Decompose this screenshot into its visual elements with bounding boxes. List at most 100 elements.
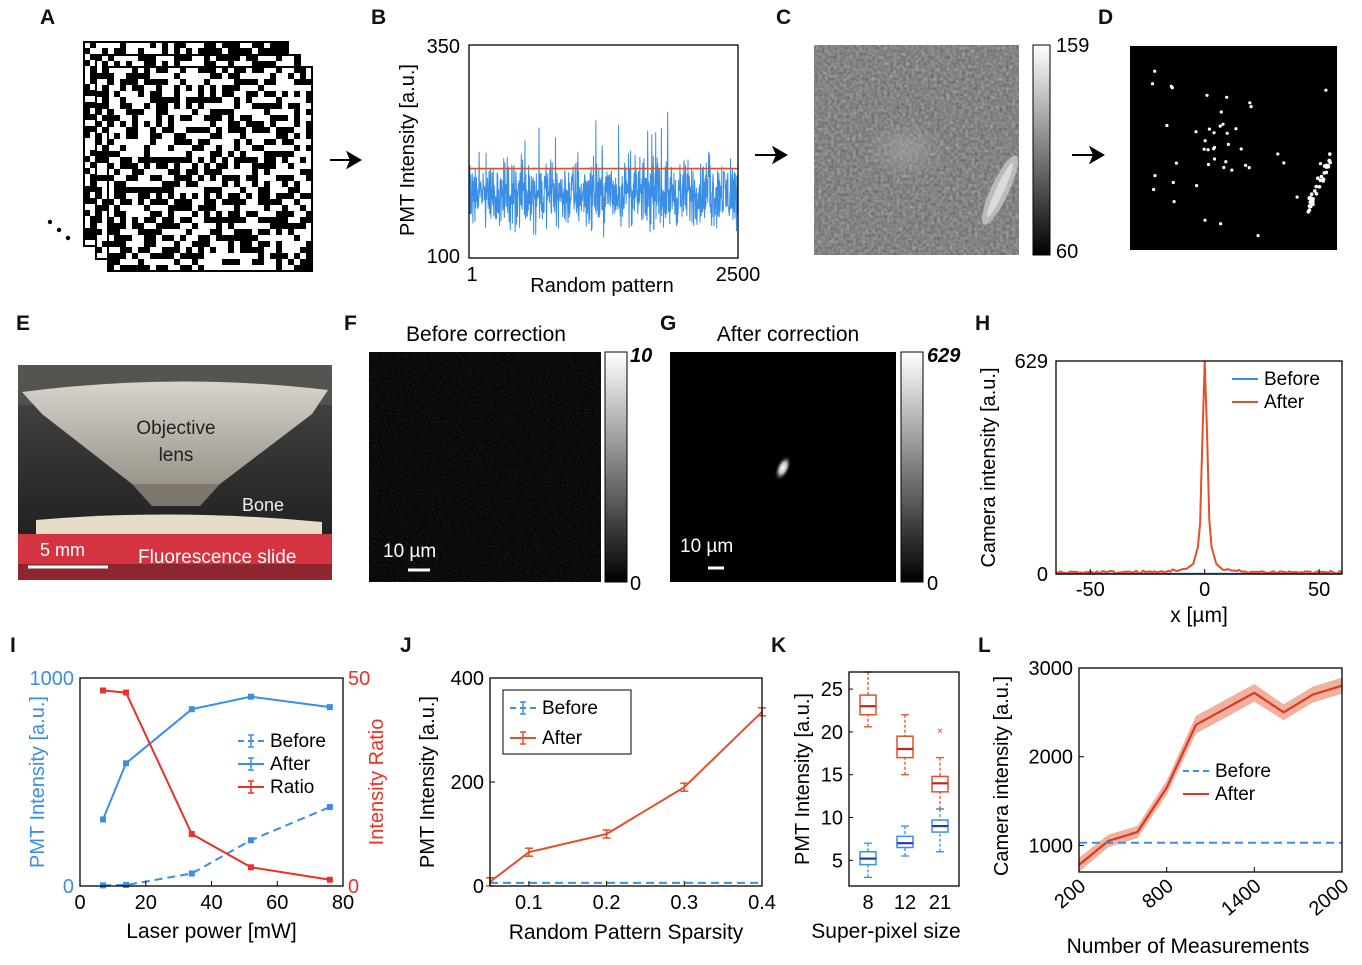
point: [1205, 93, 1209, 97]
point: [1249, 105, 1253, 109]
x-tick-label: -50: [1076, 579, 1105, 601]
data-point: [100, 687, 107, 694]
y-axis-label: PMT Intensity [a.u.]: [792, 693, 814, 865]
point: [1311, 202, 1315, 207]
x-axis-label: Super-pixel size: [811, 920, 960, 943]
objective-lens: [22, 381, 328, 484]
data-point: [326, 704, 333, 711]
point: [1212, 157, 1217, 161]
point: [1174, 161, 1178, 165]
legend-before-text: Before: [542, 698, 598, 719]
x-tick-label: 0.2: [593, 892, 621, 914]
panel-label-e: E: [16, 312, 30, 335]
point: [1314, 184, 1318, 189]
y-axis-label: PMT Intensity [a.u.]: [397, 64, 419, 236]
pmt-signal-line: [468, 111, 739, 238]
legend-ratio-text: Ratio: [270, 777, 314, 798]
x-tick-label: 0: [1199, 579, 1210, 601]
point: [1171, 180, 1175, 185]
point: [1328, 152, 1332, 156]
x-tick-label: 12: [894, 892, 916, 914]
y-axis-label: PMT Intensity [a.u.]: [417, 696, 439, 868]
x-tick-label: 0.4: [748, 892, 776, 914]
y-axis-label: PMT Intensity [a.u.]: [27, 696, 49, 868]
x-tick-label: 1400: [1217, 875, 1265, 920]
panel-j-chart: 0.1 0.2 0.3 0.4 0 200 400 Random Pattern Sparsi…: [417, 668, 776, 944]
point: [1225, 95, 1229, 99]
legend-after-text: After: [542, 728, 583, 749]
y-tick-label: 20: [821, 722, 843, 744]
x-tick-right: 2500: [716, 264, 761, 286]
point: [1247, 166, 1251, 170]
random-pattern-stack: [47, 41, 313, 272]
data-point: [247, 693, 254, 700]
scale-text: 10 µm: [680, 536, 733, 557]
point: [1239, 147, 1243, 151]
y-tick-label: 5: [832, 850, 843, 872]
point: [1170, 86, 1174, 90]
y-tick-label: 400: [451, 668, 484, 690]
panel-d-image: [1130, 46, 1337, 250]
after-series: [1078, 684, 1343, 866]
point: [1221, 122, 1225, 126]
x-tick-label: 0: [74, 892, 85, 914]
point: [1218, 124, 1222, 128]
data-point: [123, 689, 130, 696]
point: [1219, 110, 1223, 114]
data-point: [247, 837, 254, 844]
x-tick-label: 40: [200, 892, 222, 914]
y-tick-label: 1000: [1029, 835, 1074, 857]
panel-label-f: F: [344, 312, 357, 335]
random-pattern-front: [108, 67, 312, 271]
box: [896, 835, 914, 849]
fluorescence-slide: [18, 534, 332, 564]
point: [1325, 163, 1330, 168]
point: [1212, 145, 1217, 150]
point: [1313, 189, 1317, 193]
point: [1234, 127, 1238, 131]
point: [1316, 176, 1320, 180]
objective-text: Objective: [136, 418, 215, 439]
x-axis-label: Random Pattern Sparsity: [509, 921, 744, 944]
legend-after-text: After: [1215, 784, 1256, 805]
point: [1230, 168, 1234, 172]
point: [1222, 165, 1226, 170]
legend-after-text: After: [270, 754, 311, 775]
data-point: [188, 870, 195, 877]
panel-label-k: K: [771, 634, 786, 657]
panel-label-j: J: [400, 634, 412, 657]
point: [1314, 192, 1319, 196]
colorbar: [900, 351, 924, 583]
point: [1322, 171, 1327, 175]
point: [1308, 204, 1313, 209]
point: [1153, 174, 1157, 178]
point: [1328, 160, 1332, 165]
y-tick-label: 200: [451, 772, 484, 794]
panel-label-h: H: [975, 312, 990, 335]
y-right-axis-label: Intensity Ratio: [366, 719, 388, 846]
axes-box: [1078, 667, 1343, 873]
box: [859, 694, 877, 716]
panel-l-chart: 200 800 1400 2000 1000 2000 3000 Number of Meas…: [991, 658, 1353, 958]
panel-label-g: G: [660, 312, 676, 335]
y-tick-label: 25: [821, 679, 843, 701]
point: [1282, 161, 1286, 165]
point: [1317, 185, 1322, 189]
point: [1195, 184, 1199, 188]
x-tick-label: 0.3: [670, 892, 698, 914]
legend-before-text: Before: [1264, 369, 1320, 390]
panel-e-photo: Objective lens Bone 5 mm Fluorescence sl…: [18, 365, 332, 580]
y-tick-label: 0: [1037, 564, 1048, 586]
point: [1153, 69, 1157, 73]
data-point: [123, 760, 130, 767]
colorbar-min: 0: [927, 573, 938, 595]
colorbar: [604, 351, 628, 583]
point: [1324, 88, 1328, 92]
point: [1321, 177, 1326, 182]
point: [1206, 148, 1210, 152]
after-band: [1079, 677, 1342, 872]
panel-h-chart: -50 0 50 0 629 x [µm] Camera intensity [a.u.] B…: [978, 351, 1343, 627]
point: [1150, 82, 1155, 86]
